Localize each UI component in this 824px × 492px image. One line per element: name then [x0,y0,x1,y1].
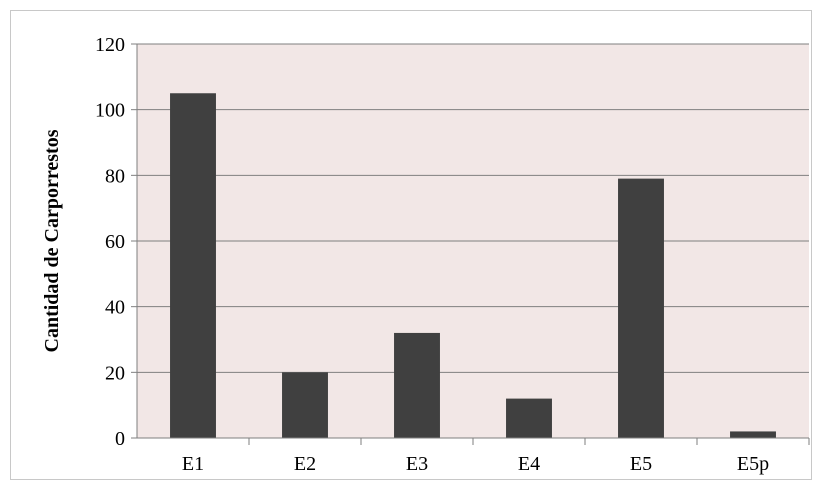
x-tick-label: E4 [518,453,540,475]
bar-chart: 0 20 40 60 80 100 120 E1 E2 E3 E4 E5 E5p Cantidad d… [41,34,810,475]
y-tick-label: 120 [95,34,125,56]
x-tick-label: E3 [406,453,428,475]
bar-e1 [170,93,216,438]
x-tick-label: E2 [294,453,316,475]
y-tick-labels: 0 20 40 60 80 100 120 [95,34,125,450]
bar-e5p [730,431,776,438]
x-tick-labels: E1 E2 E3 E4 E5 E5p [182,438,810,475]
y-tick-label: 80 [105,165,125,187]
y-tick-label: 100 [95,100,125,122]
y-tick-label: 60 [105,231,125,253]
bar-e3 [394,332,440,438]
y-tick-label: 0 [115,428,125,450]
y-tick-label: 20 [105,362,125,384]
bar-e4 [506,398,552,438]
x-tick-label: E5 [630,453,652,475]
bars [170,93,776,438]
bar-e5 [618,178,664,438]
chart-frame: 0 20 40 60 80 100 120 E1 E2 E3 E4 E5 E5p Cantidad d… [10,10,812,480]
x-tick-label: E1 [182,453,204,475]
bar-e2 [282,372,328,438]
x-tick-label: E5p [737,453,769,475]
y-tick-label: 40 [105,297,125,319]
y-axis-title: Cantidad de Carporrestos [41,129,63,352]
gridlines [131,43,809,439]
